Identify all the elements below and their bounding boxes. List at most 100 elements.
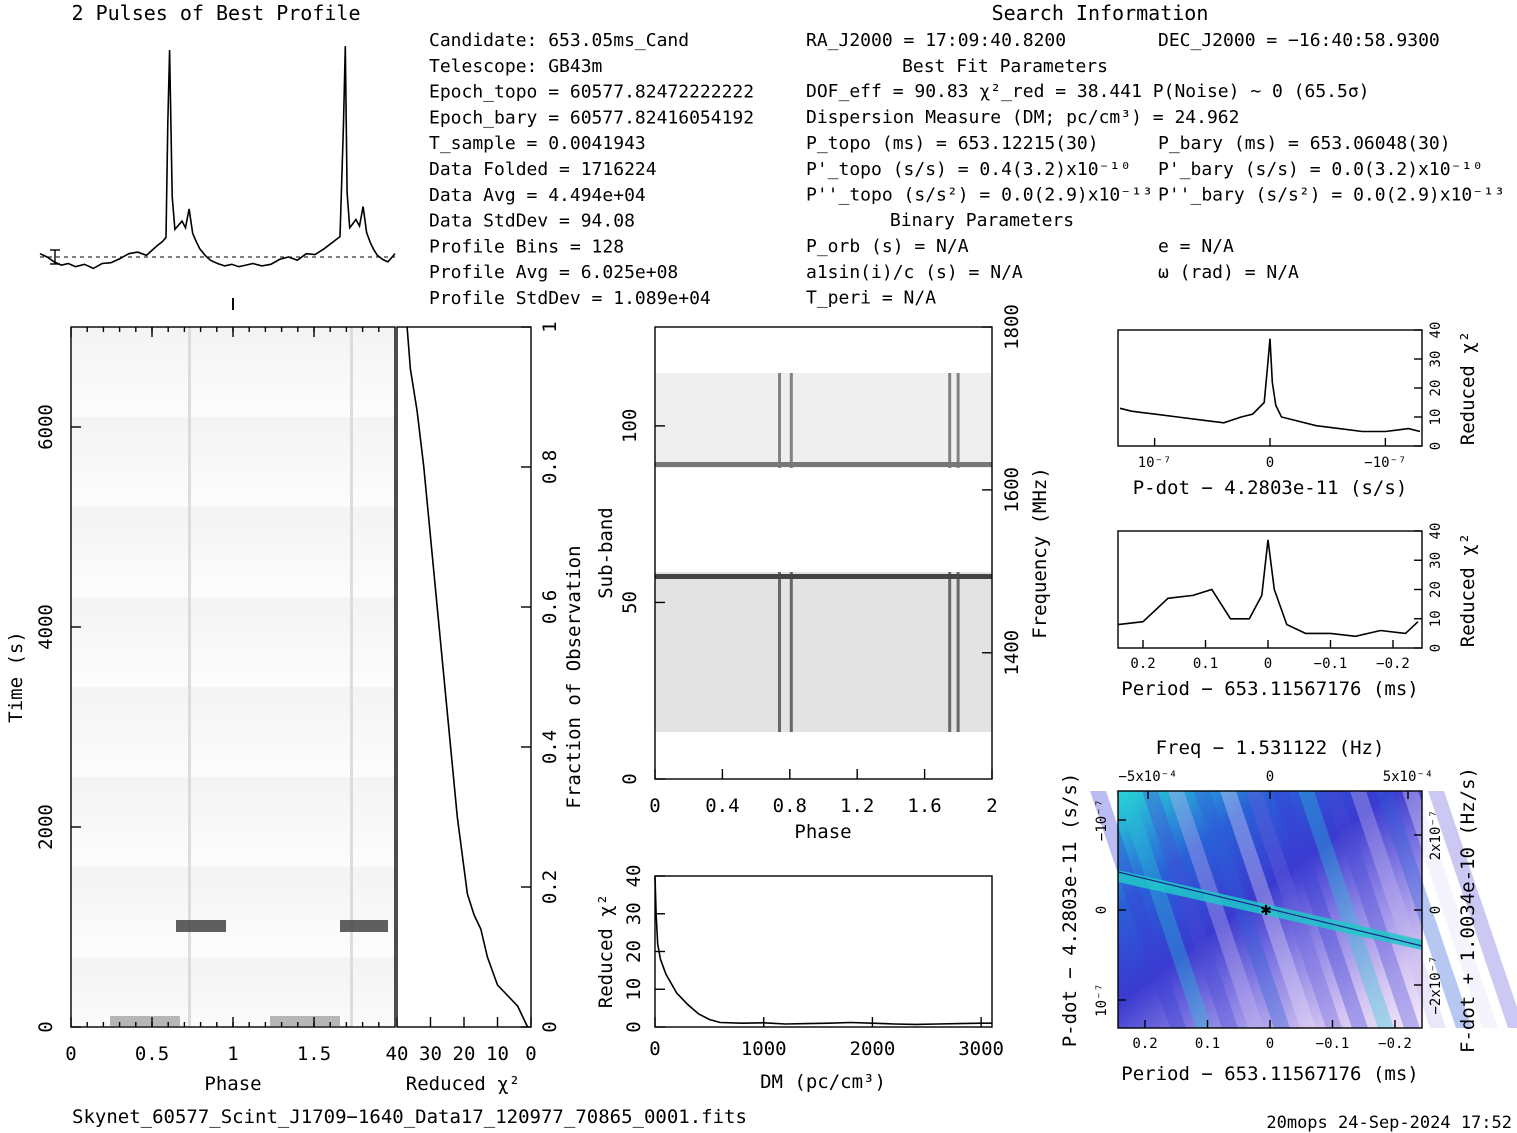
heatmap-row [71,677,395,687]
y-axis-label: Time (s) [5,631,27,723]
candidate-info-line: T_sample = 0.0041943 [429,133,646,154]
heatmap-row [71,437,395,447]
heatmap-row [71,367,395,377]
ppdot-stripe [1428,791,1517,1028]
y-axis-label: Reduced χ² [595,894,617,1008]
ppdot-stripe [1272,791,1368,1028]
heatmap-row [71,627,395,637]
x-tick-label: 20 [453,1043,476,1065]
heatmap-row [71,847,395,857]
x-tick-label: 0 [525,1043,536,1065]
heatmap-row [71,727,395,737]
y-tick-label: 40 [1428,322,1444,339]
y-tick-label: 0 [35,1021,57,1032]
heatmap-row [71,1007,395,1017]
pulse-line [948,373,952,468]
x-tick-label: 2000 [850,1038,896,1060]
heatmap-row [71,407,395,417]
x-tick-label: 0 [649,795,660,817]
x-tick-label: 0 [1264,656,1272,672]
binary-line: a1sin(i)/c (s) = N/A [806,262,1023,283]
y-tick-label: 20 [1428,380,1444,397]
heatmap-row [71,687,395,697]
heatmap-row [71,877,395,887]
best-fit-parameters: DOF_eff = 90.83 χ²_red = 38.441 P(Noise)… [806,81,1370,206]
ppdot-stripe [1324,791,1420,1028]
x-tick-label: 40 [386,1043,409,1065]
heatmap-row [71,537,395,547]
y-tick-label: 0 [623,1021,645,1032]
ppdot-stripe [1090,791,1186,1028]
heatmap-row [71,997,395,1007]
heatmap-row [71,717,395,727]
heatmap-row [71,697,395,707]
best-fit-title: Best Fit Parameters [902,56,1108,77]
candidate-info-line: Telescope: GB43m [429,56,602,77]
ppdot-ridge-line [1117,871,1423,947]
x-tick-label: 2 [986,795,997,817]
binary-parameters-left: P_orb (s) = N/A a1sin(i)/c (s) = N/A T_per… [806,236,1023,309]
chi2-fraction-plot: 40 30 20 10 00 0.2 0.4 0.6 0.8 1 Reduced χ² Fractio… [386,321,585,1095]
y-tick-label: 10⁻⁷ [1094,983,1110,1017]
ppdot-stripe [1402,791,1498,1028]
heatmap-row [71,607,395,617]
y-tick-label: 40 [623,865,645,888]
x-axis-label: P-dot − 4.2803e-11 (s/s) [1133,477,1408,499]
heatmap-row [71,487,395,497]
heatmap-row [71,867,395,877]
dm-chi2-plot: 0 1000 2000 3000 0 10 20 30 40 DM (pc/cm³) Reduced… [595,865,1004,1093]
y-tick-label: 100 [619,409,641,443]
x-tick-label: 0.5 [135,1043,169,1065]
heatmap-row [71,357,395,367]
period-chi2-plot: 0.2 0.1 0 −0.1 −0.2 0 10 20 30 40 Period − 653.115… [1117,523,1479,700]
best-fit-line: Dispersion Measure (DM; pc/cm³) = 24.962 [806,107,1239,128]
candidate-info-line: Data StdDev = 94.08 [429,211,635,232]
profile-curve [39,46,396,270]
heatmap-row [71,377,395,387]
y-axis-label: Sub-band [595,507,617,599]
pulse-patch [270,1016,340,1026]
heatmap-row [71,587,395,597]
subband-frame [654,326,993,780]
bary-line: P''_bary (s/s²) = 0.0(2.9)x10⁻¹³ [1158,185,1505,206]
x-axis-label: Period − 653.11567176 (ms) [1121,1063,1418,1085]
heatmap-row [71,457,395,467]
footer-filename: Skynet_60577_Scint_J1709−1640_Data17_120… [72,1106,747,1128]
heatmap-row [71,597,395,607]
pulse-patch [110,1016,180,1026]
heatmap-row [71,637,395,647]
heatmap-row [71,977,395,987]
y-tick-label: 20 [1428,581,1444,598]
heatmap-row [71,707,395,717]
ppdot-stripe [1116,791,1212,1028]
candidate-info-line: Data Avg = 4.494e+04 [429,185,646,206]
heatmap-row [71,397,395,407]
y-tick-label: 0 [1428,644,1444,652]
heatmap-row [71,897,395,907]
candidate-info-line: Epoch_bary = 60577.82416054192 [429,107,754,128]
binary-title: Binary Parameters [890,210,1074,231]
y-tick-label: 2000 [35,804,57,850]
pdot-chi2-plot: 10⁻⁷ 0 −10⁻⁷ 0 10 20 30 40 P-dot − 4.2803e-11 (s… [1117,322,1479,499]
x2-tick-label: 0 [1266,769,1274,785]
pulse-profile-plot [39,46,396,270]
heatmap-row [71,947,395,957]
best-fit-line: P_topo (ms) = 653.12215(30) [806,133,1099,154]
x-tick-label: 0.4 [705,795,739,817]
heatmap-row [71,817,395,827]
binary-line: e = N/A [1158,236,1234,257]
x-tick-label: −0.2 [1378,1036,1412,1052]
heatmap-row [71,467,395,477]
best-fit-line: P''_topo (s/s²) = 0.0(2.9)x10⁻¹³ [806,185,1153,206]
x-tick-label: 10⁻⁷ [1138,455,1172,471]
y2-tick-label: 2x10⁻⁷ [1428,810,1444,861]
dec-value: DEC_J2000 = −16:40:58.9300 [1158,30,1440,51]
x2-tick-label: 5x10⁻⁴ [1383,769,1434,785]
binary-line: ω (rad) = N/A [1158,262,1299,283]
heatmap-row [71,967,395,977]
y-tick-label: 1 [539,321,561,332]
binary-parameters-right: e = N/A ω (rad) = N/A [1158,236,1299,283]
x-axis-label: Reduced χ² [406,1073,520,1095]
x-tick-label: 0 [1266,455,1274,471]
heatmap-row [71,837,395,847]
